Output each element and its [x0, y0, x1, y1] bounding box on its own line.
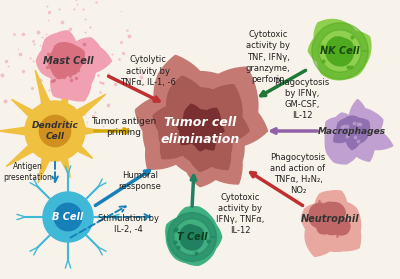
Polygon shape	[316, 215, 337, 235]
Polygon shape	[40, 116, 70, 146]
Polygon shape	[66, 137, 93, 158]
Text: Tumor cell
elimination: Tumor cell elimination	[160, 116, 240, 146]
Polygon shape	[43, 192, 93, 242]
Polygon shape	[326, 37, 353, 66]
Polygon shape	[6, 137, 44, 167]
Text: Cytotoxic
activity by
TNF, IFNγ,
granzyme,
perforin: Cytotoxic activity by TNF, IFNγ, granzym…	[246, 30, 290, 84]
Polygon shape	[66, 94, 106, 125]
Text: B Cell: B Cell	[52, 212, 84, 222]
Text: Humoral
ressponse: Humoral ressponse	[118, 171, 162, 191]
Text: NK Cell: NK Cell	[320, 46, 360, 56]
Text: T Cell: T Cell	[177, 232, 207, 242]
Polygon shape	[38, 146, 54, 183]
Text: Cytotoxic
activity by
IFNγ, TNFα,
IL-12: Cytotoxic activity by IFNγ, TNFα, IL-12	[216, 193, 264, 235]
Polygon shape	[321, 202, 345, 224]
Polygon shape	[54, 203, 82, 231]
Polygon shape	[153, 76, 249, 171]
Text: Dendritic
Cell: Dendritic Cell	[32, 121, 78, 141]
Text: Cytolytic
activity by
TNFα, IL-1, -6: Cytolytic activity by TNFα, IL-1, -6	[120, 56, 176, 86]
Text: Neutrophil: Neutrophil	[301, 214, 359, 224]
Polygon shape	[334, 116, 370, 150]
Polygon shape	[56, 86, 70, 116]
Polygon shape	[177, 104, 224, 151]
Polygon shape	[25, 101, 85, 161]
Polygon shape	[309, 203, 333, 228]
Polygon shape	[166, 207, 222, 265]
Polygon shape	[48, 43, 84, 79]
Polygon shape	[0, 126, 37, 136]
Text: Tumor antigen
priming: Tumor antigen priming	[91, 117, 157, 137]
Polygon shape	[308, 20, 371, 80]
Polygon shape	[56, 146, 70, 178]
Polygon shape	[168, 213, 216, 261]
Polygon shape	[36, 31, 112, 101]
Polygon shape	[312, 23, 368, 79]
Polygon shape	[35, 70, 54, 116]
Polygon shape	[325, 100, 393, 164]
Text: Stimulation by
IL-2, -4: Stimulation by IL-2, -4	[98, 214, 158, 234]
Polygon shape	[180, 225, 204, 250]
Polygon shape	[302, 191, 361, 256]
Text: Phagocytosis
by IFNγ,
GM-CSF,
IL-12: Phagocytosis by IFNγ, GM-CSF, IL-12	[274, 78, 330, 120]
Polygon shape	[12, 99, 44, 125]
Text: Antigen
presentation: Antigen presentation	[4, 162, 52, 182]
Text: Phagocytosis
and action of
TNFα, H₂N₂,
NO₂: Phagocytosis and action of TNFα, H₂N₂, N…	[270, 153, 326, 195]
Polygon shape	[330, 215, 350, 235]
Text: Mast Cell: Mast Cell	[43, 56, 93, 66]
Polygon shape	[73, 126, 102, 136]
Text: Macrophages: Macrophages	[318, 126, 386, 136]
Polygon shape	[135, 56, 268, 187]
